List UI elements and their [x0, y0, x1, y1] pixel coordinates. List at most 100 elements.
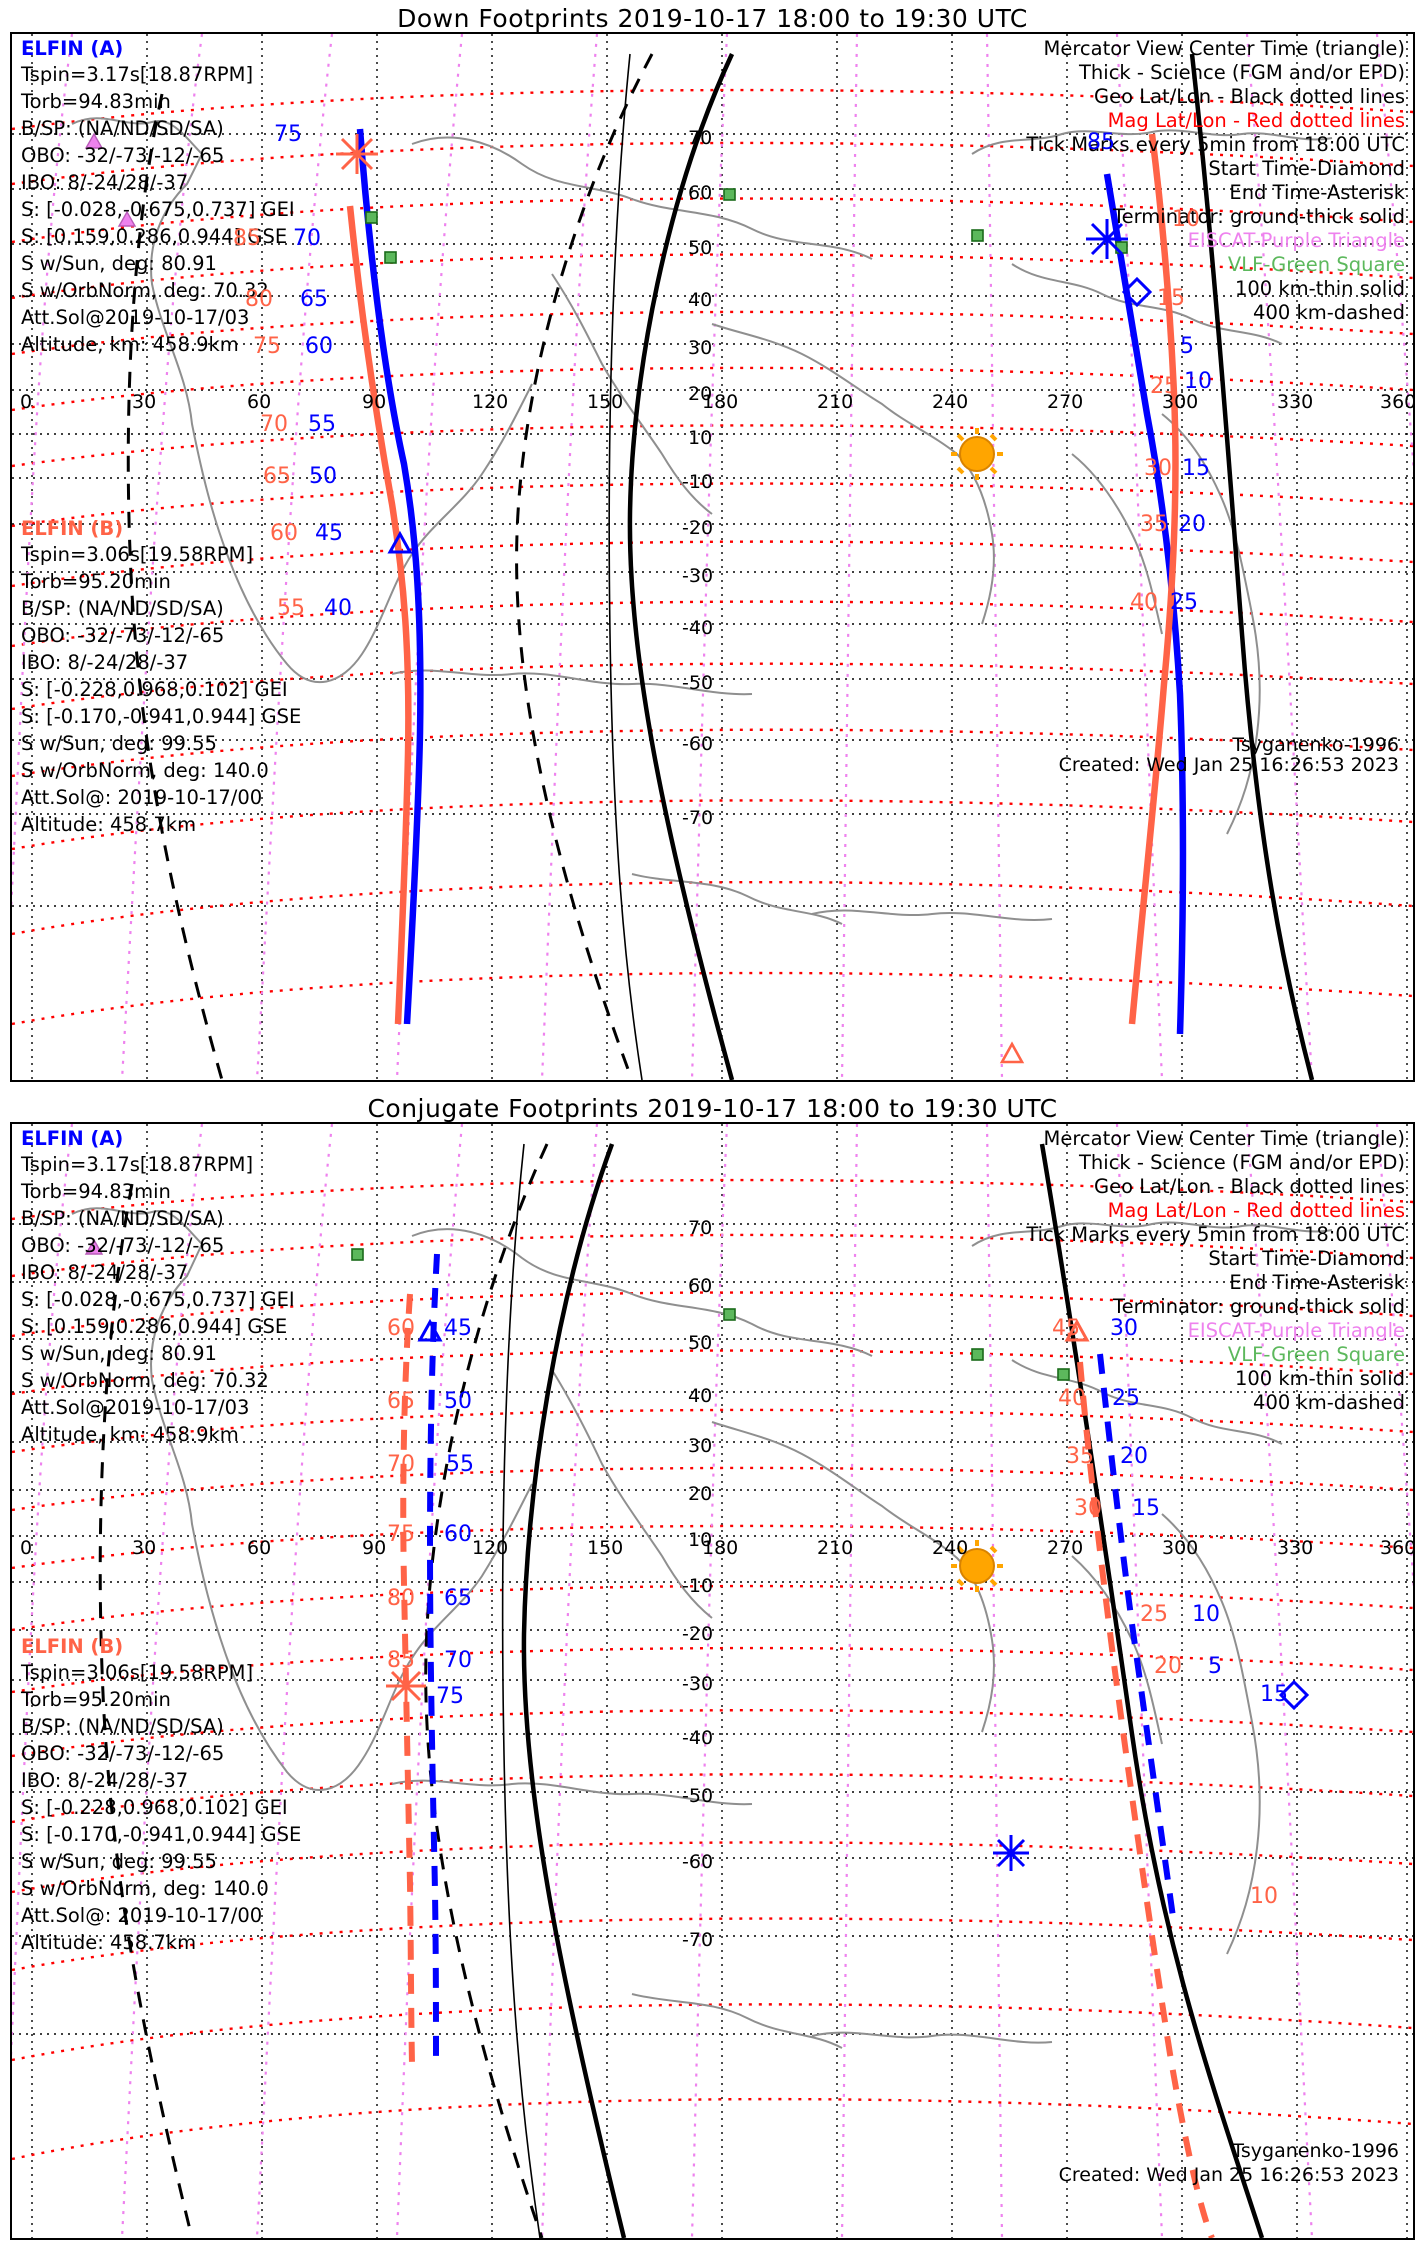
legend2-item-4: Tick Marks every 5min from 18:00 UTC — [1026, 1223, 1405, 1246]
lat2-tick-70: 70 — [688, 1217, 713, 1239]
elfin-b2-line-7: S w/Sun, deg: 99.55 — [21, 1850, 217, 1873]
lat-tick-m40: -40 — [682, 617, 714, 639]
center-triangle-orange-2 — [1064, 1318, 1090, 1342]
elfin-b2-line-2: B/SP: (NA/ND/SD/SA) — [21, 1715, 224, 1738]
track2-tick-b-right-1: 40 — [1058, 1386, 1086, 1411]
plot-area-conjugate: ELFIN (A) Tspin=3.17s[18.87RPM] Torb=94.… — [10, 1122, 1415, 2240]
lat-tick-m20: -20 — [682, 517, 714, 539]
lon2-tick-360: 360 — [1380, 1537, 1415, 1559]
elfin-b-title: ELFIN (B) — [21, 517, 124, 540]
center-triangle-orange — [999, 1041, 1025, 1064]
lat2-tick-30: 30 — [688, 1435, 713, 1457]
track2-tick-a-left-4: 65 — [444, 1586, 472, 1611]
track2-tick-a-right-3: 15 — [1132, 1496, 1160, 1521]
track2-tick-a-left-2: 55 — [446, 1452, 474, 1477]
track-tick-a-right-4: 15 — [1182, 456, 1210, 481]
legend-item-4: Tick Marks every 5min from 18:00 UTC — [1026, 133, 1405, 156]
track-tick-a-right-3: 10 — [1184, 369, 1212, 394]
elfin-b-line-3: OBO: -32/-73/-12/-65 — [21, 624, 225, 647]
legend-item-6: End Time-Asterisk — [1229, 181, 1405, 204]
legend-item-11: 400 km-dashed — [1253, 301, 1405, 324]
lat-tick-m30: -30 — [682, 565, 714, 587]
track-tick-a-left-4: 55 — [308, 412, 336, 437]
legend-item-7: Terminator: ground-thick solid — [1113, 205, 1405, 228]
track2-tick-b-left-0: 60 — [387, 1316, 415, 1341]
eiscat-purple-triangle-markers — [84, 132, 137, 227]
elfin-b2-line-10: Altitude: 458.7km — [21, 1931, 197, 1954]
elfin-a-title-2: ELFIN (A) — [21, 1127, 124, 1150]
geo-lat-lines-2 — [12, 1223, 1413, 2035]
elfin-a-line-1: Torb=94.83min — [21, 90, 171, 113]
lon2-tick-150: 150 — [587, 1537, 624, 1559]
lat-tick-20: 20 — [688, 383, 713, 405]
lat2-tick-10: 10 — [688, 1529, 713, 1551]
eiscat-purple-triangle-markers-2 — [84, 1238, 104, 1255]
sun-icon-2 — [951, 1540, 1003, 1592]
legend2-item-3: Mag Lat/Lon - Red dotted lines — [1107, 1199, 1405, 1222]
track-tick-b-right-0: 10 — [1172, 207, 1200, 232]
elfin-b-track — [346, 133, 1179, 1025]
lat2-tick-50: 50 — [688, 1332, 713, 1354]
elfin-a-title: ELFIN (A) — [21, 37, 124, 60]
elfin-b-line-10: Altitude: 458.7km — [21, 813, 197, 836]
elfin-a-line-4: IBO: 8/-24/28/-37 — [21, 171, 189, 194]
track2-tick-a-right-0: 30 — [1110, 1316, 1138, 1341]
plot-area-down: ELFIN (A) Tspin=3.17s[18.87RPM] Torb=94.… — [10, 32, 1415, 1082]
model-name: Tsyganenko-1996 — [1232, 734, 1399, 756]
lat-tick-60: 60 — [688, 182, 713, 204]
elfin-b-title-2: ELFIN (B) — [21, 1635, 124, 1658]
track-tick-b-right-2: 25 — [1150, 374, 1178, 399]
center-triangle-blue — [387, 530, 413, 554]
lon-tick-30: 30 — [132, 391, 157, 413]
track2-tick-b-right-5: 20 — [1154, 1654, 1182, 1679]
vlf-green-square-markers — [365, 188, 1128, 264]
track2-tick-b-left-4: 80 — [387, 1586, 415, 1611]
start-end-markers-2 — [386, 1318, 1310, 1871]
lat-tick-m50: -50 — [682, 672, 714, 694]
legend-item-0: Mercator View Center Time (triangle) — [1043, 37, 1406, 60]
lat2-tick-m10: -10 — [682, 1575, 714, 1597]
legend-item-8: EISCAT-Purple Triangle — [1187, 229, 1405, 252]
elfin-a-line-2: B/SP: (NA/ND/SD/SA) — [21, 117, 224, 140]
track-tick-b-right-3: 30 — [1144, 456, 1172, 481]
track2-tick-b-right-3: 30 — [1074, 1496, 1102, 1521]
elfin-a2-line-7: S w/Sun, deg: 80.91 — [21, 1342, 217, 1365]
track-tick-a-left-6: 45 — [315, 521, 343, 546]
lon-tick-60: 60 — [247, 391, 272, 413]
track-tick-b-left-0: 85 — [233, 226, 261, 251]
track2-tick-b-left-2: 70 — [387, 1452, 415, 1477]
legend2-item-9: VLF-Green Square — [1227, 1343, 1405, 1366]
track-tick-b-left-4: 65 — [263, 464, 291, 489]
legend2-item-2: Geo Lat/Lon - Black dotted lines — [1094, 1175, 1405, 1198]
elfin-b-line-6: S: [-0.170,-0.941,0.944] GSE — [21, 705, 302, 728]
track2-tick-b-right-0: 45 — [1052, 1316, 1080, 1341]
track2-tick-a-right-2: 20 — [1120, 1444, 1148, 1469]
elfin-b-line-8: S w/OrbNorm, deg: 140.0 — [21, 759, 269, 782]
lat-tick-m60: -60 — [682, 733, 714, 755]
elfin-b-line-4: IBO: 8/-24/28/-37 — [21, 651, 189, 674]
elfin-a2-line-2: B/SP: (NA/ND/SD/SA) — [21, 1207, 224, 1230]
model-name-2: Tsyganenko-1996 — [1232, 2140, 1399, 2162]
panel-down-footprints: Down Footprints 2019-10-17 18:00 to 19:3… — [10, 4, 1415, 1082]
legend-item-2: Geo Lat/Lon - Black dotted lines — [1094, 85, 1405, 108]
elfin-a2-line-8: S w/OrbNorm, deg: 70.32 — [21, 1369, 269, 1392]
elfin-a2-line-10: Altitude, km: 458.9km — [21, 1423, 239, 1446]
lon-tick-330: 330 — [1277, 391, 1314, 413]
track-tick-a-left-5: 50 — [309, 464, 337, 489]
elfin-b2-line-0: Tspin=3.06s[19.58RPM] — [21, 1661, 254, 1684]
elfin-b-line-7: S w/Sun, deg: 99.55 — [21, 732, 217, 755]
terminator-400km-2 — [98, 1143, 549, 2238]
terminator-ground — [627, 53, 1315, 1080]
elfin-a-line-7: S w/Sun, deg: 80.91 — [21, 252, 217, 275]
terminator-ground-2 — [521, 1143, 1265, 2238]
elfin-a-line-9: Att.Sol@2019-10-17/03 — [21, 306, 250, 329]
track2-tick-a-left-6: 75 — [436, 1684, 464, 1709]
created-timestamp-2: Created: Wed Jan 25 16:26:53 2023 — [1058, 2164, 1399, 2186]
elfin-a-line-0: Tspin=3.17s[18.87RPM] — [21, 63, 254, 86]
elfin-b-line-9: Att.Sol@: 2019-10-17/00 — [21, 786, 263, 809]
panel-title: Down Footprints 2019-10-17 18:00 to 19:3… — [397, 4, 1028, 33]
track2-tick-a-left-5: 70 — [444, 1648, 472, 1673]
lon-tick-270: 270 — [1047, 391, 1084, 413]
elfin-a2-line-1: Torb=94.83min — [21, 1180, 171, 1203]
panel-title-2: Conjugate Footprints 2019-10-17 18:00 to… — [367, 1094, 1058, 1123]
